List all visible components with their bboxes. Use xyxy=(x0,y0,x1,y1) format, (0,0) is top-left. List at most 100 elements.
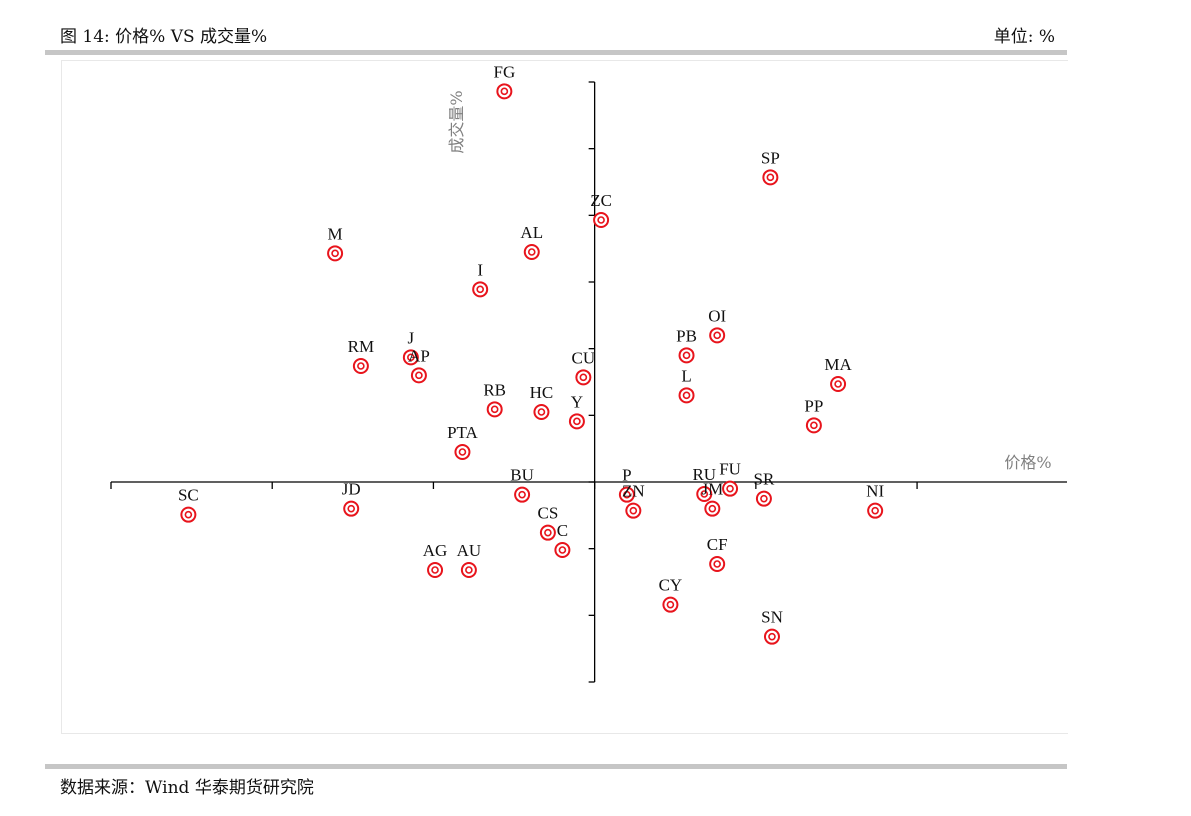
point-label: C xyxy=(557,521,568,540)
data-point-inner xyxy=(476,285,484,294)
data-point-inner xyxy=(347,504,356,513)
data-point-outer xyxy=(755,490,772,507)
data-point-inner xyxy=(331,249,339,258)
data-point-inner xyxy=(834,380,842,388)
data-point-inner xyxy=(871,506,879,515)
data-point-outer xyxy=(496,83,513,100)
data-point-inner xyxy=(623,490,631,499)
data-point-outer xyxy=(625,502,642,519)
data-point-inner xyxy=(682,391,691,400)
data-point-outer xyxy=(696,486,713,502)
point-label: CS xyxy=(537,504,558,523)
point-label: Y xyxy=(571,392,583,411)
data-point-inner xyxy=(407,353,415,362)
point-label: MA xyxy=(824,355,852,374)
data-point-inner xyxy=(415,371,423,380)
point-label: HC xyxy=(530,383,554,402)
point-label: BU xyxy=(510,466,534,485)
data-point-outer xyxy=(539,524,556,541)
data-point-outer xyxy=(472,281,489,298)
point-label: SC xyxy=(178,486,199,505)
data-point-outer xyxy=(805,417,822,434)
point-label: PTA xyxy=(447,423,478,442)
point-label: P xyxy=(622,466,631,485)
data-point-outer xyxy=(180,506,197,523)
point-label: JM xyxy=(701,480,723,499)
point-label: AG xyxy=(423,541,448,560)
data-point-inner xyxy=(431,566,439,574)
data-point-outer xyxy=(678,387,695,404)
data-point-outer xyxy=(352,358,369,374)
data-point-inner xyxy=(184,510,193,519)
point-label: J xyxy=(408,328,415,347)
data-point-outer xyxy=(427,562,444,578)
point-label: SP xyxy=(761,148,780,167)
data-point-outer xyxy=(554,542,571,558)
point-label: RU xyxy=(692,465,716,484)
data-point-outer xyxy=(410,367,427,384)
point-label: ZC xyxy=(590,191,612,210)
data-point-outer xyxy=(709,327,726,344)
point-label: RB xyxy=(483,380,506,399)
data-point-inner xyxy=(500,87,509,96)
data-point-inner xyxy=(713,331,721,340)
point-label: CY xyxy=(659,576,683,595)
data-point-inner xyxy=(490,405,499,414)
data-point-outer xyxy=(830,376,847,392)
point-label: ZN xyxy=(622,482,645,501)
point-label: JD xyxy=(342,480,361,499)
data-point-outer xyxy=(327,245,344,262)
data-point-outer xyxy=(678,347,695,364)
data-point-outer xyxy=(460,562,477,578)
unit-label: 单位: % xyxy=(993,27,1055,47)
data-point-inner xyxy=(357,362,365,370)
data-point-inner xyxy=(629,506,638,515)
point-label: SR xyxy=(754,470,775,489)
data-point-outer xyxy=(568,413,585,430)
point-label: NI xyxy=(866,482,884,501)
data-point-inner xyxy=(768,632,776,641)
data-point-outer xyxy=(454,444,471,460)
point-label: L xyxy=(681,366,691,385)
figure-title: 图 14: 价格% VS 成交量% xyxy=(60,27,268,47)
point-label: M xyxy=(328,224,343,243)
point-label: CF xyxy=(707,535,728,554)
data-point-outer xyxy=(486,401,503,418)
data-point-outer xyxy=(343,500,360,517)
point-label: AL xyxy=(520,223,543,242)
data-point-inner xyxy=(544,528,552,537)
data-point-inner xyxy=(458,448,467,456)
data-point-inner xyxy=(810,421,818,430)
source-note: 数据来源：Wind 华泰期货研究院 xyxy=(60,778,314,798)
point-label: RM xyxy=(348,337,374,356)
data-point-outer xyxy=(867,502,884,519)
bottom-divider xyxy=(45,764,1067,769)
data-point-inner xyxy=(708,504,717,513)
data-point-inner xyxy=(726,484,734,493)
data-point-outer xyxy=(618,486,635,503)
point-label: SN xyxy=(761,608,783,627)
data-point-outer xyxy=(662,596,679,613)
data-point-outer xyxy=(533,404,550,420)
data-point-outer xyxy=(593,212,610,228)
data-point-inner xyxy=(766,173,775,182)
data-point-inner xyxy=(573,417,581,426)
point-label: PB xyxy=(676,326,697,345)
data-point-inner xyxy=(537,408,546,416)
data-point-inner xyxy=(518,490,526,499)
data-point-outer xyxy=(709,556,726,572)
data-point-outer xyxy=(722,480,739,497)
point-label: PP xyxy=(804,396,823,415)
data-point-outer xyxy=(575,369,592,386)
point-label: I xyxy=(477,260,483,279)
chart-frame xyxy=(61,60,1068,734)
data-point-inner xyxy=(700,490,709,498)
data-point-inner xyxy=(527,248,536,256)
data-point-outer xyxy=(402,349,419,366)
top-divider xyxy=(45,50,1067,55)
data-point-inner xyxy=(597,216,605,224)
point-label: FU xyxy=(719,460,741,479)
data-point-outer xyxy=(704,500,721,517)
data-point-outer xyxy=(763,628,780,645)
